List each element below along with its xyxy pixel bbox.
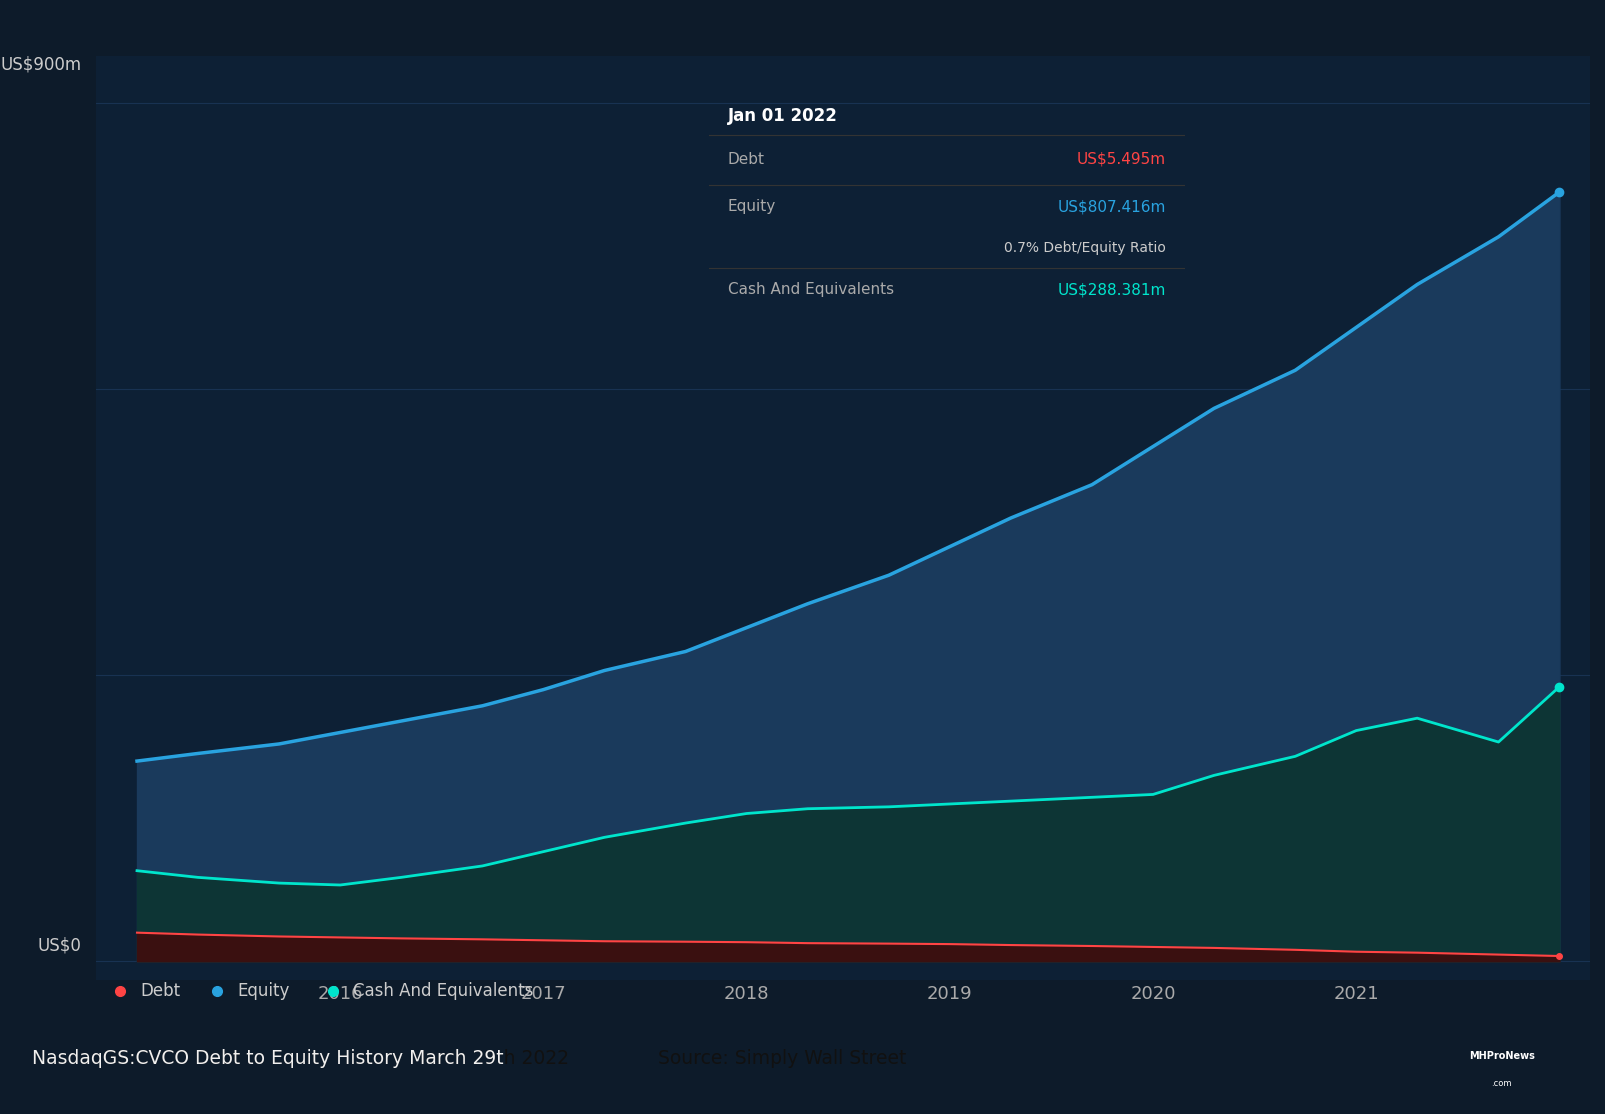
Text: US$5.495m: US$5.495m	[1077, 152, 1165, 167]
Text: US$807.416m: US$807.416m	[1058, 199, 1165, 214]
Text: MHProNews: MHProNews	[1467, 1052, 1534, 1061]
Text: Equity: Equity	[727, 199, 775, 214]
Text: Equity: Equity	[238, 983, 289, 1000]
Text: Cash And Equivalents: Cash And Equivalents	[353, 983, 533, 1000]
Text: Source: Simply Wall Street: Source: Simply Wall Street	[658, 1049, 907, 1068]
Text: 0.7% Debt/Equity Ratio: 0.7% Debt/Equity Ratio	[1003, 241, 1165, 255]
Text: US$288.381m: US$288.381m	[1058, 282, 1165, 297]
Text: US$900m: US$900m	[0, 56, 82, 74]
Text: Debt: Debt	[141, 983, 180, 1000]
Text: .com: .com	[1491, 1078, 1510, 1088]
Text: Jan 01 2022: Jan 01 2022	[727, 107, 838, 126]
Text: NasdaqGS:CVCO Debt to Equity History March 29th 2022: NasdaqGS:CVCO Debt to Equity History Mar…	[32, 1049, 568, 1068]
Text: Cash And Equivalents: Cash And Equivalents	[727, 282, 894, 297]
Text: US$0: US$0	[37, 937, 82, 955]
Text: NasdaqGS:CVCO Debt to Equity History March 29t: NasdaqGS:CVCO Debt to Equity History Mar…	[32, 1049, 504, 1068]
Text: Debt: Debt	[727, 152, 764, 167]
